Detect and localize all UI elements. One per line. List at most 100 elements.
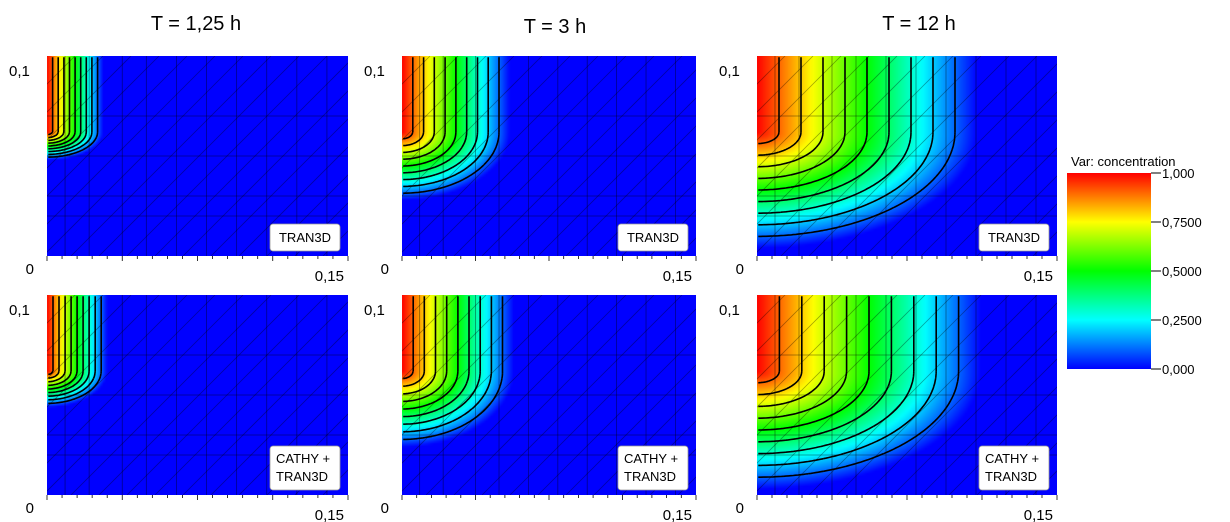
panel-2: 0,1 0 0,15 TRAN3D — [364, 56, 697, 285]
contour-lines — [403, 296, 504, 441]
x-axis-max-label: 0,15 — [1024, 268, 1053, 285]
contour-line-3 — [403, 296, 481, 425]
contour-lines — [758, 57, 956, 238]
legend-tick-5: 0,000 — [1162, 362, 1195, 377]
panels: 0,1 0 0,15 TRAN3D 0,1 0 0,15 TRAN3D 0,1 0 0,15 TRAN… — [9, 56, 1058, 522]
model-label-line2: TRAN3D — [276, 469, 328, 484]
contour-line-8 — [403, 296, 426, 387]
y-axis-max-label: 0,1 — [9, 302, 30, 319]
mesh-diagonals — [402, 56, 696, 256]
origin-label: 0 — [736, 261, 744, 278]
contour-line-9 — [403, 296, 414, 380]
contour-lines — [48, 57, 99, 158]
model-label: TRAN3D — [269, 223, 341, 252]
contour-line-4 — [48, 57, 82, 150]
model-label-box — [617, 445, 689, 491]
contour-line-9 — [403, 57, 414, 140]
contour-line-7 — [48, 57, 65, 142]
contour-line-7 — [403, 296, 437, 395]
contour-line-7 — [758, 57, 824, 168]
model-label-line2: TRAN3D — [624, 469, 676, 484]
contour-line-3 — [48, 296, 90, 397]
model-label-line2: TRAN3D — [985, 469, 1037, 484]
column-title-3: T = 12 h — [882, 13, 956, 35]
model-label-box — [617, 223, 689, 252]
model-label: TRAN3D — [978, 223, 1050, 252]
model-label-line1: CATHY + — [985, 451, 1039, 466]
contour-line-9 — [48, 57, 54, 136]
y-axis-max-label: 0,1 — [9, 63, 30, 80]
contour-line-4 — [403, 57, 468, 174]
model-label-text: TRAN3D — [988, 230, 1040, 245]
contour-line-6 — [758, 57, 846, 180]
contour-line-3 — [758, 57, 912, 214]
axis-ticks — [756, 256, 1058, 261]
contour-line-3 — [758, 296, 915, 455]
contour-line-7 — [403, 57, 436, 154]
contour-line-2 — [403, 57, 489, 188]
model-label: CATHY + TRAN3D — [269, 445, 341, 491]
panel-1: 0,1 0 0,15 TRAN3D — [9, 56, 349, 285]
origin-label: 0 — [736, 500, 744, 517]
y-axis-max-label: 0,1 — [719, 302, 740, 319]
contour-line-6 — [758, 296, 848, 419]
model-label-box — [978, 445, 1050, 491]
contour-line-6 — [403, 296, 448, 403]
model-label: CATHY + TRAN3D — [978, 445, 1050, 491]
origin-label: 0 — [26, 500, 34, 517]
contour-line-8 — [758, 57, 802, 156]
legend-title: Var: concentration — [1071, 154, 1176, 169]
axis-ticks — [46, 256, 349, 261]
legend-tick-2: 0,7500 — [1162, 215, 1202, 230]
contour-line-1 — [48, 57, 99, 158]
legend-colorbar — [1067, 173, 1151, 369]
color-legend: Var: concentration 1,000 0,7500 0,5000 0… — [1067, 154, 1202, 377]
contour-lines — [48, 296, 102, 405]
model-label-line1: CATHY + — [276, 451, 330, 466]
origin-label: 0 — [381, 500, 389, 517]
contour-line-4 — [403, 296, 470, 418]
contour-line-5 — [758, 57, 868, 191]
concentration-field — [757, 56, 1057, 256]
contour-line-2 — [758, 57, 934, 226]
contour-line-2 — [403, 296, 493, 433]
model-label-text: TRAN3D — [627, 230, 679, 245]
column-title-2: T = 3 h — [524, 16, 586, 38]
contour-line-1 — [403, 57, 500, 194]
mesh-grid — [757, 56, 1057, 256]
x-axis-max-label: 0,15 — [1024, 507, 1053, 522]
contour-line-4 — [48, 296, 84, 394]
axis-ticks — [46, 495, 349, 500]
model-label-text: TRAN3D — [279, 230, 331, 245]
y-axis-max-label: 0,1 — [364, 63, 385, 80]
contour-line-8 — [48, 296, 60, 379]
contour-line-2 — [758, 296, 937, 467]
panel-4: 0,1 0 0,15 CATHY + TRAN3D — [9, 295, 349, 522]
contour-line-1 — [758, 57, 956, 238]
contour-line-6 — [48, 296, 72, 387]
x-axis-max-label: 0,15 — [315, 507, 344, 522]
contour-line-6 — [403, 57, 446, 160]
model-label-box — [269, 223, 341, 252]
model-label: TRAN3D — [617, 223, 689, 252]
mesh-diagonals — [757, 56, 1057, 256]
contour-line-8 — [403, 57, 425, 147]
contour-line-4 — [758, 57, 890, 203]
contour-line-1 — [403, 296, 504, 441]
contour-line-3 — [403, 57, 479, 181]
contour-line-1 — [48, 296, 102, 405]
axis-ticks — [756, 495, 1058, 500]
model-label-line1: CATHY + — [624, 451, 678, 466]
origin-label: 0 — [26, 261, 34, 278]
contour-line-5 — [48, 296, 78, 390]
x-axis-max-label: 0,15 — [663, 507, 692, 522]
concentration-field — [402, 56, 696, 256]
legend-tick-3: 0,5000 — [1162, 264, 1202, 279]
contour-line-2 — [48, 57, 93, 156]
contour-line-6 — [48, 57, 71, 144]
column-title-1: T = 1,25 h — [151, 13, 241, 35]
contour-line-5 — [403, 296, 459, 410]
axis-ticks — [401, 495, 697, 500]
contour-line-3 — [48, 57, 88, 153]
legend-tick-4: 0,2500 — [1162, 313, 1202, 328]
